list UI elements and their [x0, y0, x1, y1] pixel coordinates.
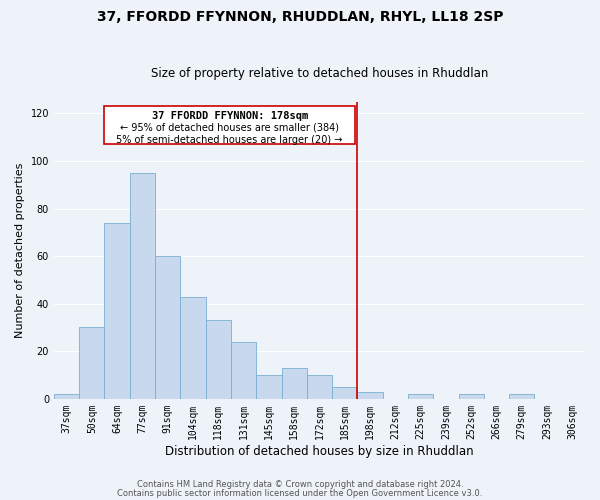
Text: Contains public sector information licensed under the Open Government Licence v3: Contains public sector information licen… — [118, 488, 482, 498]
Title: Size of property relative to detached houses in Rhuddlan: Size of property relative to detached ho… — [151, 66, 488, 80]
Bar — [458, 394, 484, 399]
Text: 5% of semi-detached houses are larger (20) →: 5% of semi-detached houses are larger (2… — [116, 135, 343, 145]
Bar — [408, 394, 433, 399]
Bar — [281, 368, 307, 399]
Bar — [181, 296, 206, 399]
Bar — [256, 375, 281, 399]
Bar — [155, 256, 181, 399]
Bar — [130, 173, 155, 399]
Bar — [332, 387, 358, 399]
Bar — [307, 375, 332, 399]
Bar — [206, 320, 231, 399]
Bar — [104, 223, 130, 399]
Bar — [358, 392, 383, 399]
Bar — [509, 394, 535, 399]
FancyBboxPatch shape — [104, 106, 355, 144]
Text: Contains HM Land Registry data © Crown copyright and database right 2024.: Contains HM Land Registry data © Crown c… — [137, 480, 463, 489]
Bar — [231, 342, 256, 399]
Y-axis label: Number of detached properties: Number of detached properties — [15, 162, 25, 338]
Bar — [79, 328, 104, 399]
Text: 37 FFORDD FFYNNON: 178sqm: 37 FFORDD FFYNNON: 178sqm — [152, 111, 308, 121]
Bar — [54, 394, 79, 399]
Text: 37, FFORDD FFYNNON, RHUDDLAN, RHYL, LL18 2SP: 37, FFORDD FFYNNON, RHUDDLAN, RHYL, LL18… — [97, 10, 503, 24]
X-axis label: Distribution of detached houses by size in Rhuddlan: Distribution of detached houses by size … — [165, 444, 474, 458]
Text: ← 95% of detached houses are smaller (384): ← 95% of detached houses are smaller (38… — [120, 123, 339, 133]
